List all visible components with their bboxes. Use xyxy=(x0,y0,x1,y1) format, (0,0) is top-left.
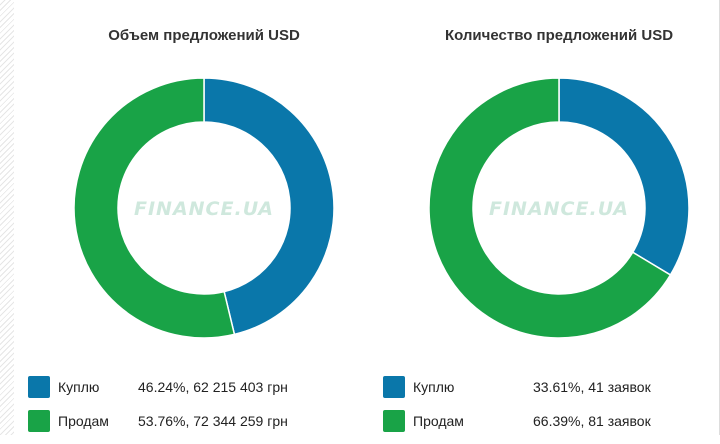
legend-label: Продам xyxy=(413,413,464,429)
watermark-logo: FINANCE.UA xyxy=(134,198,274,220)
legend-label: Продам xyxy=(58,413,109,429)
legend-swatch-buy xyxy=(383,376,405,398)
legend-item-buy[interactable]: Куплю 33.61%, 41 заявок xyxy=(383,376,703,410)
legend: Куплю 33.61%, 41 заявок Продам 66.39%, 8… xyxy=(383,376,703,444)
donut-chart-volume: FINANCE.UA xyxy=(73,77,335,339)
chart-title: Объем предложений USD xyxy=(108,27,300,44)
legend-value: 33.61%, 41 заявок xyxy=(533,379,651,395)
chart-panel-count: Количество предложений USD FINANCE.UA Ку… xyxy=(383,0,709,435)
chart-title: Количество предложений USD xyxy=(444,27,674,44)
donut-slice-buy[interactable] xyxy=(203,77,335,336)
legend-label: Куплю xyxy=(58,379,100,395)
legend-value: 53.76%, 72 344 259 грн xyxy=(138,413,288,429)
legend-label: Куплю xyxy=(413,379,455,395)
decorative-stripe xyxy=(0,0,14,435)
legend-item-buy[interactable]: Куплю 46.24%, 62 215 403 грн xyxy=(28,376,348,410)
donut-slice-buy[interactable] xyxy=(558,77,690,276)
legend-value: 66.39%, 81 заявок xyxy=(533,413,651,429)
legend-swatch-buy xyxy=(28,376,50,398)
watermark-logo: FINANCE.UA xyxy=(489,198,629,220)
legend-value: 46.24%, 62 215 403 грн xyxy=(138,379,288,395)
legend: Куплю 46.24%, 62 215 403 грн Продам 53.7… xyxy=(28,376,348,444)
chart-panel-volume: Объем предложений USD FINANCE.UA Куплю 4… xyxy=(28,0,354,435)
legend-item-sell[interactable]: Продам 66.39%, 81 заявок xyxy=(383,410,703,444)
donut-chart-count: FINANCE.UA xyxy=(428,77,690,339)
legend-swatch-sell xyxy=(28,410,50,432)
donut-slice-sell[interactable] xyxy=(428,77,672,339)
legend-item-sell[interactable]: Продам 53.76%, 72 344 259 грн xyxy=(28,410,348,444)
legend-swatch-sell xyxy=(383,410,405,432)
donut-slice-sell[interactable] xyxy=(73,77,236,339)
